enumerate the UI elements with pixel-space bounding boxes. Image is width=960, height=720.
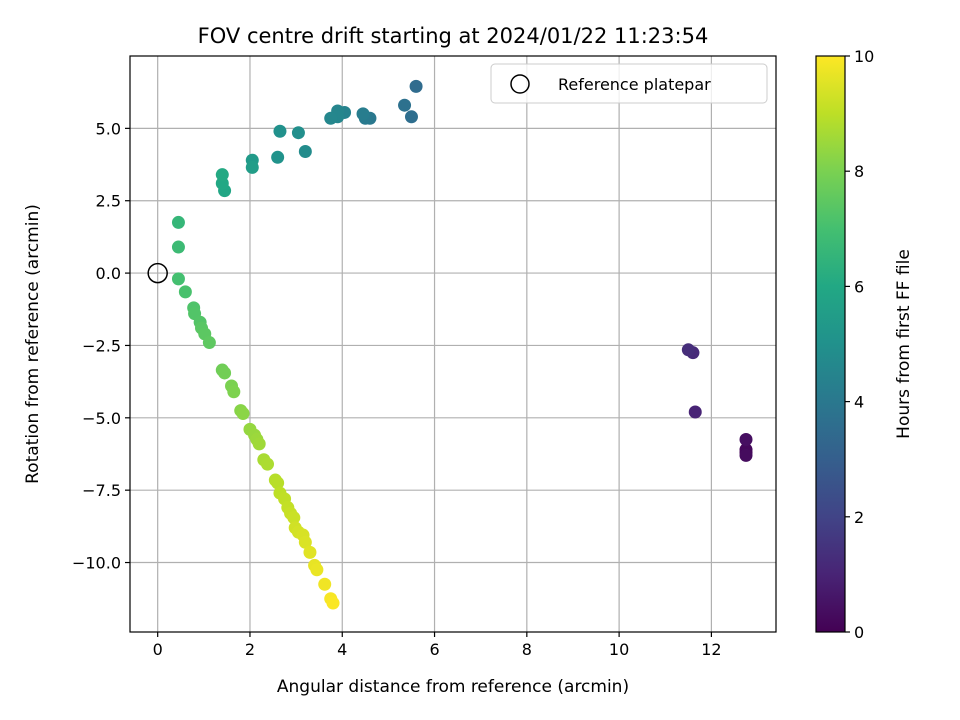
- legend: Reference platepar: [490, 63, 768, 104]
- colorbar-tick-label: 4: [854, 393, 864, 412]
- data-point: [739, 433, 753, 447]
- data-point: [261, 457, 275, 471]
- data-point: [178, 285, 192, 299]
- data-point: [273, 124, 287, 138]
- x-axis-ticks: 0 2 4 6 8 10 12: [153, 632, 722, 659]
- data-point: [252, 437, 266, 451]
- data-point: [271, 476, 285, 490]
- x-tick-label: 8: [522, 640, 532, 659]
- legend-box: [490, 63, 768, 104]
- legend-reference-label: Reference platepar: [558, 75, 711, 94]
- data-point: [171, 272, 185, 286]
- y-tick-label: −7.5: [82, 481, 121, 500]
- data-point: [271, 150, 285, 164]
- data-point: [202, 336, 216, 350]
- colorbar-label: Hours from first FF file: [894, 249, 914, 439]
- data-point: [739, 448, 753, 462]
- data-point: [298, 535, 312, 549]
- data-point: [303, 545, 317, 559]
- colorbar-tick-label: 0: [854, 623, 864, 642]
- plot-frame: [129, 55, 777, 633]
- data-point: [236, 406, 250, 420]
- x-tick-label: 10: [609, 640, 629, 659]
- data-point: [318, 577, 332, 591]
- data-point: [171, 240, 185, 254]
- y-axis-label: Rotation from reference (arcmin): [23, 204, 43, 484]
- x-tick-label: 12: [701, 640, 721, 659]
- x-tick-label: 0: [153, 640, 163, 659]
- colorbar: 0 2 4 6 8 10 Hours from first FF file: [815, 47, 914, 642]
- colorbar-tick-label: 8: [854, 162, 864, 181]
- y-tick-label: −2.5: [82, 336, 121, 355]
- data-point: [298, 145, 312, 159]
- x-axis-label: Angular distance from reference (arcmin): [277, 677, 629, 697]
- data-point: [171, 215, 185, 229]
- data-point: [218, 366, 232, 380]
- y-axis-ticks: −10.0 −7.5 −5.0 −2.5 0.0 2.5 5.0: [72, 119, 130, 573]
- data-point: [404, 110, 418, 124]
- data-point: [681, 343, 695, 357]
- data-point: [398, 98, 412, 112]
- data-point: [326, 596, 340, 610]
- data-point: [245, 160, 259, 174]
- chart-title: FOV centre drift starting at 2024/01/22 …: [198, 24, 709, 48]
- y-tick-label: −10.0: [72, 554, 121, 573]
- data-point: [227, 385, 241, 399]
- data-point: [287, 511, 301, 525]
- colorbar-tick-label: 6: [854, 277, 864, 296]
- colorbar-gradient: [816, 56, 845, 632]
- y-tick-label: −5.0: [82, 409, 121, 428]
- data-point: [688, 405, 702, 419]
- data-point: [356, 107, 370, 121]
- data-point: [324, 111, 338, 125]
- reference-platepar-marker: [147, 262, 168, 284]
- data-points: [147, 79, 753, 610]
- colorbar-tick-label: 2: [854, 508, 864, 527]
- data-point: [291, 126, 305, 140]
- colorbar-frame: [815, 55, 846, 633]
- data-point: [409, 79, 423, 93]
- y-tick-label: 2.5: [96, 192, 121, 211]
- data-point: [215, 168, 229, 182]
- y-tick-label: 5.0: [96, 119, 121, 138]
- legend-reference-marker: [510, 74, 530, 94]
- colorbar-ticks: 0 2 4 6 8 10: [845, 47, 874, 642]
- x-tick-label: 6: [429, 640, 439, 659]
- colorbar-tick-label: 10: [854, 47, 874, 66]
- data-point: [310, 563, 324, 577]
- y-tick-label: 0.0: [96, 264, 121, 283]
- x-tick-label: 4: [337, 640, 347, 659]
- grid-lines: [130, 56, 776, 632]
- x-tick-label: 2: [245, 640, 255, 659]
